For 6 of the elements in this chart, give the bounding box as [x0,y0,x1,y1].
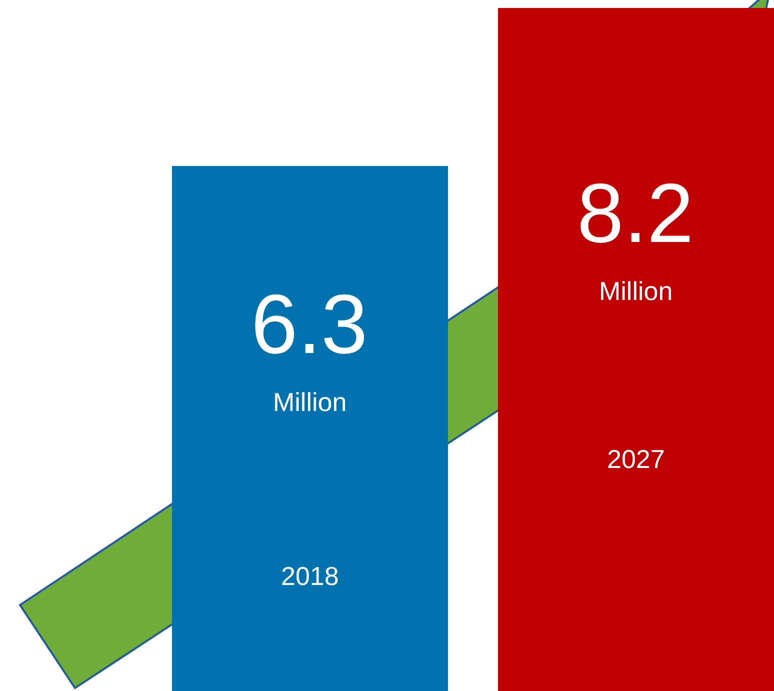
x-tick-label: 2018 [281,561,339,591]
annotation: Million [273,387,347,417]
annotation: Million [599,276,673,306]
data-label: 6.3 [251,277,368,371]
data-label: 8.2 [577,166,694,260]
x-tick-label: 2027 [607,444,665,474]
